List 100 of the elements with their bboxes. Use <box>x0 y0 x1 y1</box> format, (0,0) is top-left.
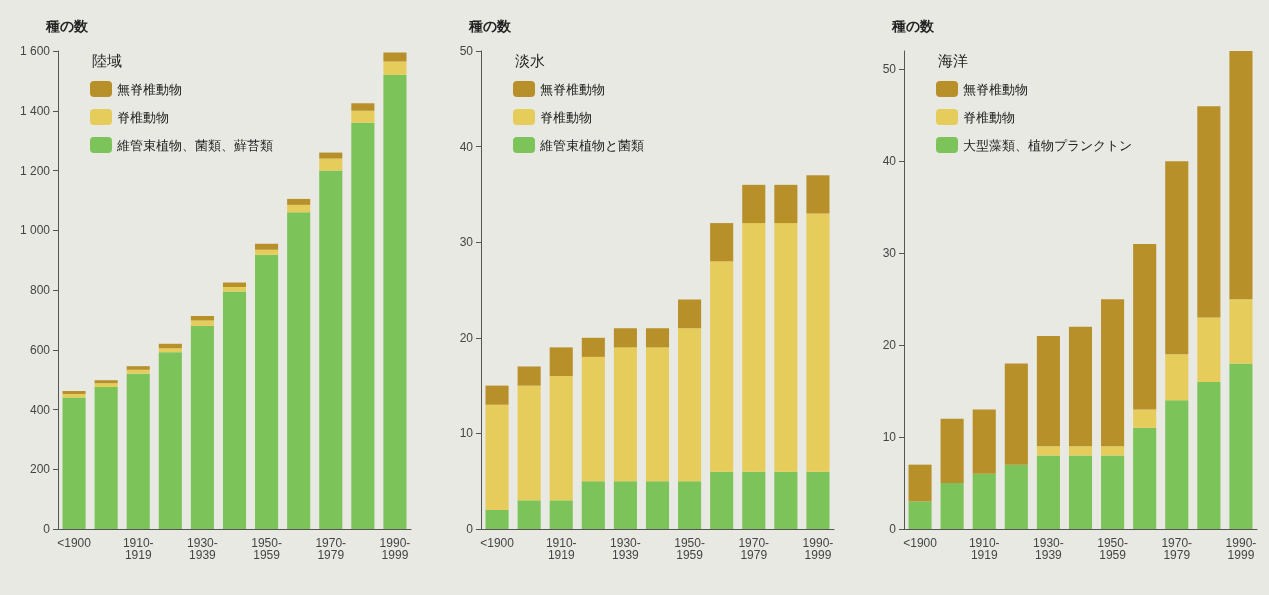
bar <box>549 347 573 377</box>
x-tick-label: 1970-1979 <box>1161 536 1193 562</box>
y-axis-title: 種の数 <box>45 18 89 34</box>
bar <box>1101 446 1125 456</box>
bar <box>549 376 573 501</box>
y-tick-label: 50 <box>882 62 897 77</box>
x-tick-label: <1900 <box>903 536 938 550</box>
bar <box>806 213 830 472</box>
bar <box>1229 299 1253 364</box>
bar <box>710 261 734 472</box>
bar <box>1133 427 1157 529</box>
bar <box>1197 381 1221 529</box>
legend-title: 陸域 <box>92 52 122 69</box>
y-tick-label: 1 000 <box>19 223 51 238</box>
y-tick-label: 1 600 <box>19 44 51 58</box>
bar <box>1036 455 1060 529</box>
bar <box>319 170 343 529</box>
bar <box>908 501 932 529</box>
bar <box>190 325 214 529</box>
bar <box>1036 446 1060 456</box>
y-tick-label: 600 <box>29 342 51 357</box>
bar <box>972 409 996 474</box>
bar <box>351 110 375 123</box>
bar <box>710 223 734 262</box>
bar <box>940 483 964 529</box>
legend-label: 脊椎動物 <box>963 109 1015 125</box>
legend-label: 脊椎動物 <box>117 109 169 125</box>
bar <box>678 481 702 529</box>
x-tick-label: 1950-1959 <box>251 536 282 562</box>
bar <box>222 291 247 529</box>
x-tick-label: 1910-1919 <box>545 536 577 562</box>
bar <box>351 103 375 111</box>
bar <box>613 347 637 482</box>
bar <box>126 373 150 529</box>
bar <box>1036 335 1060 447</box>
y-tick-label: 20 <box>459 330 474 345</box>
x-tick-label: 1990-1999 <box>1225 536 1257 562</box>
bar <box>1068 446 1093 456</box>
bar <box>517 500 541 529</box>
y-tick-label: 1 400 <box>19 103 51 118</box>
y-tick-label: 10 <box>882 430 897 445</box>
x-tick-label: 1950-1959 <box>674 536 705 562</box>
y-tick-label: 50 <box>459 44 474 58</box>
bar <box>319 152 343 159</box>
x-tick-label: 1950-1959 <box>1097 536 1128 562</box>
bar <box>774 471 798 529</box>
bar <box>1101 299 1125 447</box>
bar <box>581 356 605 482</box>
bar <box>517 385 541 501</box>
x-tick-label: 1930-1939 <box>187 536 218 562</box>
bar <box>255 249 279 255</box>
bar <box>287 212 311 529</box>
bar <box>613 481 637 529</box>
bar <box>742 471 766 529</box>
bar <box>94 387 118 529</box>
x-tick-label: 1990-1999 <box>802 536 834 562</box>
bar <box>678 299 702 329</box>
bar <box>383 74 407 529</box>
bar <box>581 337 605 357</box>
x-tick-label: <1900 <box>57 536 92 550</box>
x-tick-label: 1970-1979 <box>738 536 770 562</box>
y-tick-label: 0 <box>889 522 897 536</box>
bar <box>255 243 279 250</box>
y-tick-label: 1 200 <box>19 163 51 178</box>
x-tick-label: 1990-1999 <box>379 536 411 562</box>
y-tick-label: 800 <box>29 283 51 297</box>
y-tick-label: 30 <box>882 246 897 261</box>
bar <box>319 158 343 171</box>
x-tick-label: <1900 <box>480 536 515 550</box>
y-tick-label: 0 <box>466 522 474 536</box>
bar <box>1133 244 1157 410</box>
bar <box>1068 326 1093 447</box>
y-tick-label: 40 <box>459 139 474 154</box>
bar <box>383 52 407 62</box>
bar <box>1165 400 1189 529</box>
bar <box>126 366 150 370</box>
legend-label: 脊椎動物 <box>540 109 592 125</box>
y-axis-title: 種の数 <box>891 18 935 34</box>
x-tick-label: 1910-1919 <box>122 536 154 562</box>
bar <box>581 481 605 529</box>
x-tick-label: 1930-1939 <box>1033 536 1064 562</box>
bar <box>972 473 996 529</box>
y-tick-label: 0 <box>43 522 51 536</box>
bar <box>742 184 766 224</box>
bar <box>485 385 509 405</box>
bar <box>517 366 541 386</box>
y-tick-label: 200 <box>29 462 51 477</box>
bar <box>806 175 830 214</box>
bar <box>190 320 214 326</box>
legend-title: 淡水 <box>515 52 545 69</box>
legend-label: 無脊椎動物 <box>963 81 1028 97</box>
bar <box>1197 317 1221 382</box>
bar <box>1004 464 1028 529</box>
bar <box>645 328 670 348</box>
y-tick-label: 400 <box>29 402 51 417</box>
bar <box>287 198 311 205</box>
legend-label: 無脊椎動物 <box>117 81 182 97</box>
x-tick-label: 1930-1939 <box>610 536 641 562</box>
bar <box>158 352 182 529</box>
bar <box>485 404 509 510</box>
